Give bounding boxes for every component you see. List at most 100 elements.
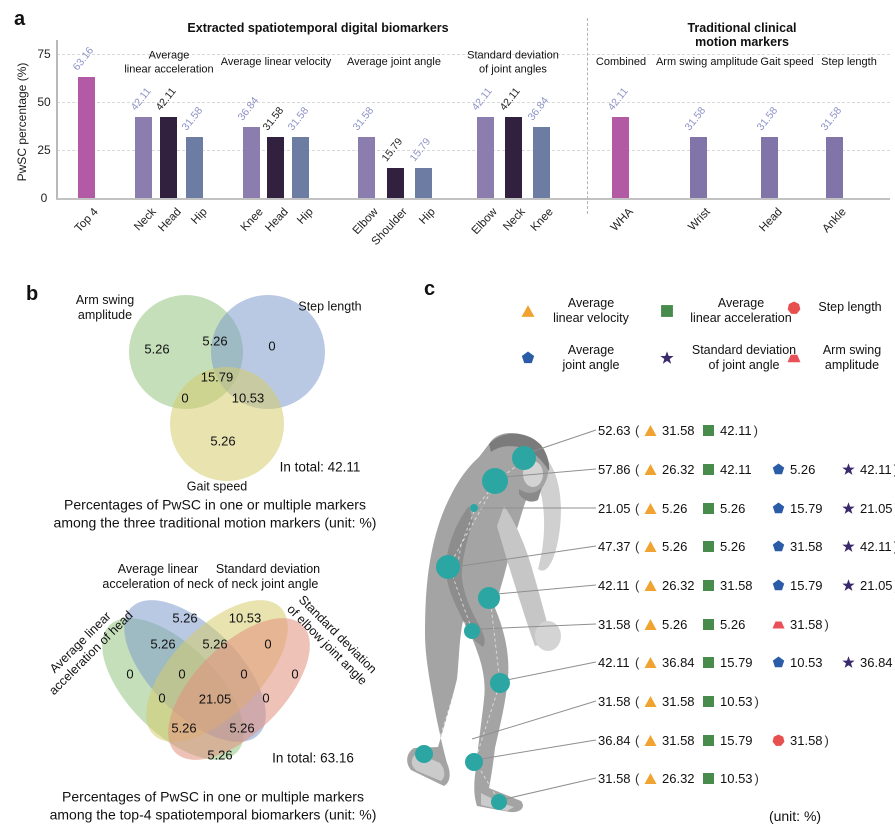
group-header-4: Standard deviation of joint angles <box>467 49 559 75</box>
gridline-25 <box>57 150 890 151</box>
row-item-value: 42.11 <box>860 538 892 554</box>
triangle-icon <box>644 656 657 668</box>
venn3-region-arm-gait: 0 <box>181 390 189 406</box>
row-item-value: 31.58 <box>720 577 753 593</box>
far-hand-shape <box>535 621 561 651</box>
marker-head <box>512 446 536 470</box>
legend-item-hexagon: Step length <box>787 300 893 315</box>
marker-elbow <box>436 555 460 579</box>
venn4-region-5: 0 <box>264 636 272 652</box>
hexagon-icon <box>787 301 801 314</box>
row-slot-star: 21.05 <box>842 501 893 516</box>
value-row-10: 31.58(26.32 10.53) <box>598 769 764 787</box>
legend-label: Average linear velocity <box>553 296 629 325</box>
bar-head <box>267 137 284 198</box>
hair-shape <box>489 433 550 471</box>
bar-value-label: 36.84 <box>235 95 262 124</box>
venn4-region-6: 0 <box>126 666 134 682</box>
star-icon-holder <box>842 501 855 515</box>
triangle-icon-holder <box>644 772 657 785</box>
venn3-caption: Percentages of PwSC in one or multiple m… <box>53 496 377 531</box>
row-item-value: 15.79 <box>720 732 753 748</box>
y-tick-25: 25 <box>37 143 51 157</box>
venn4-region-9: 0 <box>291 666 299 682</box>
close-paren: ) <box>894 539 895 554</box>
panel-b-letter: b <box>26 283 39 305</box>
pentagon-icon-holder <box>772 502 785 515</box>
row-total: 31.58 <box>598 770 631 786</box>
square-icon <box>703 618 714 630</box>
value-row-9: 36.84(31.58 15.79 31.58) <box>598 731 834 749</box>
venn4-region-center: 21.05 <box>198 691 232 707</box>
row-slot-square: 10.53 <box>702 694 753 709</box>
bar-head <box>160 117 177 198</box>
y-tick-50: 50 <box>37 95 51 109</box>
square-icon-holder <box>660 304 674 318</box>
triangle-icon-holder <box>521 304 535 318</box>
legend-label: Arm swing amplitude <box>822 343 882 372</box>
open-paren: ( <box>635 616 640 632</box>
open-paren: ( <box>635 654 640 670</box>
row-slot-square: 15.79 <box>702 655 772 670</box>
venn4-region-15: 5.26 <box>207 747 233 763</box>
bar-value-label: 42.11 <box>497 85 523 114</box>
y-tick-75: 75 <box>37 47 51 61</box>
joint-markers <box>415 446 536 810</box>
bar-value-label: 31.58 <box>754 105 780 134</box>
row-slot-triangle: 5.26 <box>644 617 702 632</box>
y-tick-0: 0 <box>40 191 48 205</box>
row-item-value: 42.11 <box>860 461 892 477</box>
square-icon-holder <box>702 424 715 437</box>
x-tick-label: Neck <box>131 206 159 234</box>
row-slot-square: 5.26 <box>702 539 772 554</box>
bar-value-label: 42.11 <box>469 85 495 114</box>
venn3-total: In total: 42.11 <box>279 459 361 475</box>
row-slot-square: 42.11 <box>702 423 752 438</box>
triangle-icon-holder <box>644 734 657 747</box>
leader-lines <box>460 429 597 800</box>
open-paren: ( <box>635 422 640 438</box>
row-item-value: 5.26 <box>720 500 746 516</box>
triangle-icon <box>644 618 657 630</box>
group-header-8: Step length <box>821 56 877 69</box>
x-tick-label: WHA <box>608 206 636 234</box>
open-paren: ( <box>635 732 640 748</box>
pentagon-icon <box>772 656 785 667</box>
legend-item-triangle: Average linear velocity <box>521 296 641 326</box>
pentagon-icon-holder <box>772 656 785 669</box>
marker-toe <box>491 794 507 810</box>
legend-label: Standard deviation of joint angle <box>691 343 797 372</box>
venn4-region-7: 0 <box>178 666 186 682</box>
square-icon-holder <box>702 540 715 553</box>
group-header-5: Combined <box>595 56 647 69</box>
bar-knee <box>242 127 260 198</box>
square-icon-holder <box>702 502 715 515</box>
row-item-value: 5.26 <box>662 500 688 516</box>
square-icon <box>703 695 714 707</box>
pentagon-icon <box>772 463 785 474</box>
bar-value-label: 31.58 <box>682 105 709 134</box>
row-slot-trapezoid: 31.58 <box>772 617 823 632</box>
venn3-region-arm-only: 5.26 <box>144 341 170 357</box>
row-total: 21.05 <box>598 500 631 516</box>
legend-item-square: Average linear acceleration <box>660 296 802 326</box>
square-icon <box>703 734 714 746</box>
venn4-diagram <box>102 600 310 760</box>
open-paren: ( <box>635 500 640 516</box>
triangle-icon <box>644 502 657 514</box>
row-slot-pentagon: 5.26 <box>772 462 842 477</box>
group-header-6: Arm swing amplitude <box>655 56 759 69</box>
row-slot-triangle: 31.58 <box>644 694 702 709</box>
row-slot-triangle: 31.58 <box>644 733 702 748</box>
far-arm-shape <box>497 506 550 646</box>
value-row-1: 52.63(31.58 42.11) <box>598 421 763 439</box>
x-tick-label: Knee <box>238 206 266 234</box>
row-slot-pentagon: 10.53 <box>772 655 842 670</box>
row-item-value: 26.32 <box>662 577 695 593</box>
open-paren: ( <box>635 577 640 593</box>
row-item-value: 15.79 <box>790 577 823 593</box>
legend-label: Step length <box>818 300 882 314</box>
pentagon-icon-holder <box>521 351 535 365</box>
row-item-value: 5.26 <box>720 538 746 554</box>
row-slot-star: 42.11 <box>842 462 892 477</box>
